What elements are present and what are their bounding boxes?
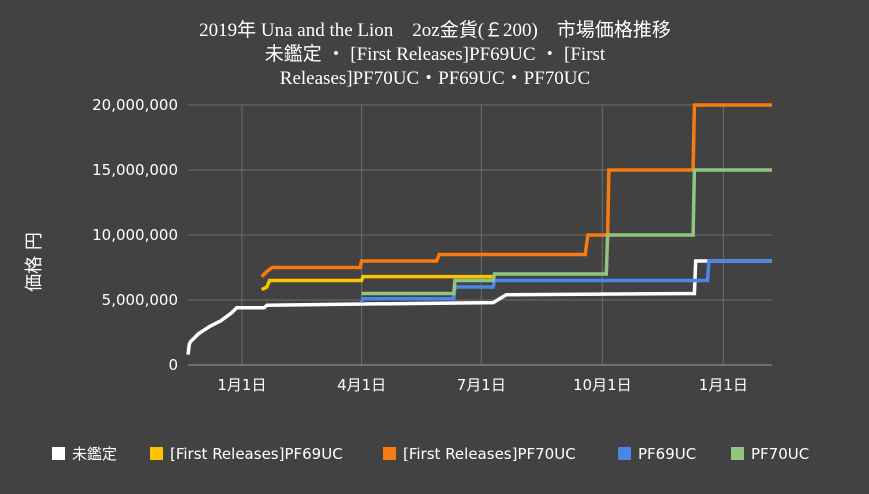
x-tick-label: 10月1日 — [573, 376, 632, 394]
y-tick-label: 10,000,000 — [92, 226, 178, 244]
y-tick-label: 0 — [168, 356, 178, 374]
x-tick-label: 1月1日 — [699, 376, 748, 394]
legend-label: [First Releases]PF70UC — [403, 445, 576, 463]
legend: 未鑑定 [First Releases]PF69UC [First Releases… — [52, 445, 809, 463]
chart-title-line-1: 2019年 Una and the Lion 2oz金貨(￡200) 市場価格推… — [199, 19, 671, 41]
x-axis-ticks: 1月1日 4月1日 7月1日 10月1日 1月1日 — [217, 376, 747, 394]
legend-label: PF69UC — [638, 445, 696, 463]
series-line-1 — [260, 274, 494, 292]
y-tick-label: 20,000,000 — [92, 96, 178, 114]
legend-swatch — [731, 447, 744, 460]
x-tick-label: 1月1日 — [217, 376, 266, 394]
chart-title-line-3: Releases]PF70UC・PF69UC・PF70UC — [280, 68, 590, 89]
legend-swatch — [383, 447, 396, 460]
y-tick-label: 5,000,000 — [102, 291, 178, 309]
chart-title-line-2: 未鑑定 ・ [First Releases]PF69UC ・ [First — [265, 43, 606, 65]
legend-swatch — [618, 447, 631, 460]
y-axis-title: 価格 円 — [24, 232, 45, 292]
y-axis-ticks: 0 5,000,000 10,000,000 15,000,000 20,000,000 — [92, 96, 178, 374]
legend-label: PF70UC — [751, 445, 809, 463]
series-lines — [186, 103, 772, 355]
series-line-2 — [260, 103, 772, 278]
legend-label: [First Releases]PF69UC — [170, 445, 343, 463]
gridlines — [188, 104, 772, 366]
series-line-4 — [361, 168, 772, 296]
x-tick-label: 4月1日 — [337, 376, 386, 394]
legend-swatch — [150, 447, 163, 460]
y-tick-label: 15,000,000 — [92, 161, 178, 179]
series-line-0 — [186, 259, 772, 355]
legend-label: 未鑑定 — [72, 445, 117, 463]
x-tick-label: 7月1日 — [457, 376, 506, 394]
legend-swatch — [52, 447, 65, 460]
series-line-3 — [359, 259, 772, 304]
